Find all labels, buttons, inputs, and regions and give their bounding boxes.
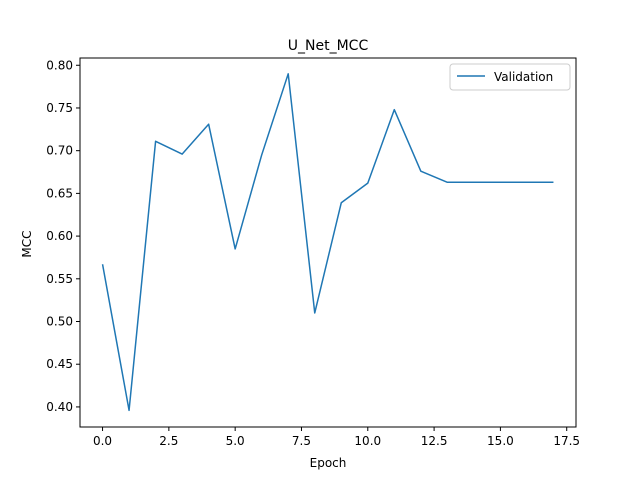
x-axis-label: Epoch [310,456,347,470]
legend-label-validation: Validation [494,70,553,84]
y-axis-label: MCC [20,230,34,257]
y-tick-label: 0.45 [46,357,73,371]
x-tick-label: 17.5 [553,434,580,448]
x-tick-label: 10.0 [354,434,381,448]
x-tick-label: 7.5 [292,434,311,448]
y-tick-label: 0.65 [46,186,73,200]
y-tick-label: 0.40 [46,400,73,414]
y-tick-label: 0.50 [46,315,73,329]
x-tick-label: 2.5 [159,434,178,448]
plot-frame [79,57,577,428]
plot-area: 0.0 2.5 5.0 7.5 10.0 12.5 15.0 17.5 0.40 0.45 0.50… [46,57,580,448]
x-tick-label: 5.0 [226,434,245,448]
y-tick-label: 0.60 [46,229,73,243]
chart-title: U_Net_MCC [288,38,369,54]
y-tick-label: 0.55 [46,272,73,286]
y-tick-label: 0.75 [46,101,73,115]
x-tick-label: 0.0 [93,434,112,448]
legend-box [449,63,571,91]
y-tick-label: 0.80 [46,58,73,72]
series-line-validation [101,73,554,412]
legend: Validation [449,63,571,91]
x-tick-label: 15.0 [487,434,514,448]
x-tick-label: 12.5 [421,434,448,448]
y-tick-label: 0.70 [46,144,73,158]
